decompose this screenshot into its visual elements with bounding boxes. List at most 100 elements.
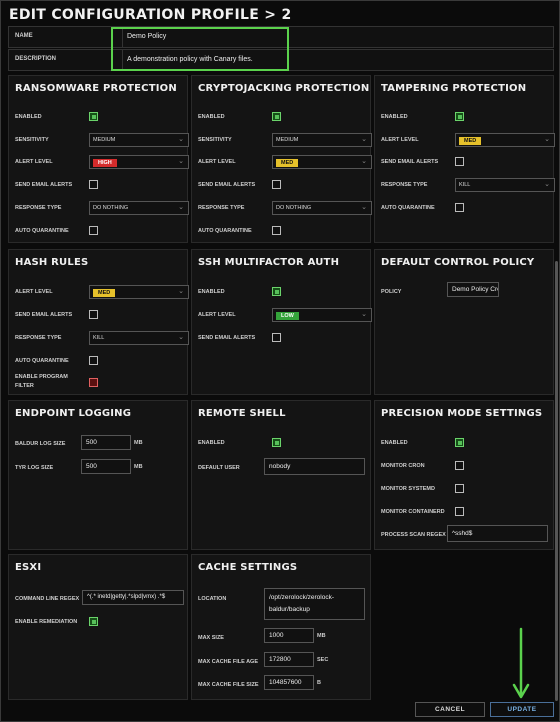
tampering-email-checkbox[interactable] [455,157,464,166]
ssh-email-checkbox[interactable] [272,333,281,342]
max-file-input[interactable]: 104857600 [264,675,314,690]
name-label: NAME [15,33,33,39]
alert-badge: MED [459,137,482,145]
monitor-systemd-label: MONITOR SYSTEMD [381,486,435,492]
hash-response-select[interactable]: KILL [89,331,189,345]
tampering-title: TAMPERING PROTECTION [381,83,527,94]
max-age-input[interactable]: 172800 [264,652,314,667]
remediation-checkbox[interactable] [89,617,98,626]
cancel-button[interactable]: CANCEL [415,702,485,717]
scrollbar[interactable] [555,261,558,701]
monitor-systemd-checkbox[interactable] [455,484,464,493]
remote-shell-enabled-checkbox[interactable] [272,438,281,447]
remediation-label: ENABLE REMEDIATION [15,619,78,625]
max-age-unit: SEC [317,657,329,663]
tampering-enabled-checkbox[interactable] [455,112,464,121]
baldur-log-size-input[interactable]: 500 [81,435,131,450]
cryptojacking-response-select[interactable]: DO NOTHING [272,201,372,215]
ransomware-enabled-checkbox[interactable] [89,112,98,121]
process-regex-input[interactable]: ^sshd$ [447,525,548,542]
cmd-regex-input[interactable]: ^(.* inetd|getty|.*slpd|vmx) .*$ [82,590,184,605]
cache-title: CACHE SETTINGS [198,562,298,573]
ssh-enabled-checkbox[interactable] [272,287,281,296]
max-file-unit: B [317,680,321,686]
cryptojacking-alert-label: ALERT LEVEL [198,159,236,165]
hash-filter-checkbox[interactable] [89,378,98,387]
highlight-box [111,27,289,71]
ransomware-sensitivity-select[interactable]: MEDIUM [89,133,189,147]
remote-shell-enabled-label: ENABLED [198,440,225,446]
hash-filter-label-1: ENABLE PROGRAM [15,374,68,380]
tampering-alert-select[interactable]: MED [455,133,555,147]
cryptojacking-quarantine-checkbox[interactable] [272,226,281,235]
arrow-annotation-icon [512,627,530,699]
endpoint-logging-panel: ENDPOINT LOGGING BALDUR LOG SIZE 500 MB … [8,400,188,550]
monitor-cron-label: MONITOR CRON [381,463,425,469]
cryptojacking-panel: CRYPTOJACKING PROTECTION ENABLED SENSITI… [191,75,372,243]
max-file-label: MAX CACHE FILE SIZE [198,682,259,688]
cache-panel: CACHE SETTINGS LOCATION /opt/zerolock/ze… [191,554,371,700]
cryptojacking-sensitivity-label: SENSITIVITY [198,137,232,143]
baldur-label: BALDUR LOG SIZE [15,441,66,447]
hash-alert-select[interactable]: MED [89,285,189,299]
tampering-quarantine-label: AUTO QUARANTINE [381,205,435,211]
tampering-email-label: SEND EMAIL ALERTS [381,159,439,165]
monitor-cron-checkbox[interactable] [455,461,464,470]
ransomware-response-label: RESPONSE TYPE [15,205,62,211]
tampering-alert-label: ALERT LEVEL [381,137,419,143]
location-line-1: /opt/zerolock/zerolock- [269,594,335,601]
description-field[interactable]: A demonstration policy with Canary files… [122,50,552,70]
monitor-containerd-checkbox[interactable] [455,507,464,516]
tampering-response-select[interactable]: KILL [455,178,555,192]
cryptojacking-enabled-checkbox[interactable] [272,112,281,121]
esxi-panel: ESXI COMMAND LINE REGEX ^(.* inetd|getty… [8,554,188,700]
ssh-panel: SSH MULTIFACTOR AUTH ENABLED ALERT LEVEL… [191,249,372,395]
cryptojacking-quarantine-label: AUTO QUARANTINE [198,228,252,234]
ransomware-alert-select[interactable]: HIGH [89,155,189,169]
hash-quarantine-label: AUTO QUARANTINE [15,358,69,364]
ransomware-response-select[interactable]: DO NOTHING [89,201,189,215]
ssh-alert-select[interactable]: LOW [272,308,372,322]
ransomware-quarantine-checkbox[interactable] [89,226,98,235]
policy-field[interactable]: Demo Policy Creat [447,282,499,297]
hash-title: HASH RULES [15,257,89,268]
esxi-title: ESXI [15,562,42,573]
cryptojacking-enabled-label: ENABLED [198,114,225,120]
ransomware-email-checkbox[interactable] [89,180,98,189]
cryptojacking-title: CRYPTOJACKING PROTECTION [198,83,370,94]
remote-shell-title: REMOTE SHELL [198,408,286,419]
ransomware-quarantine-label: AUTO QUARANTINE [15,228,69,234]
name-field[interactable]: Demo Policy [122,27,552,47]
tyr-label: TYR LOG SIZE [15,465,54,471]
cryptojacking-alert-select[interactable]: MED [272,155,372,169]
tyr-log-size-input[interactable]: 500 [81,459,131,474]
cryptojacking-email-checkbox[interactable] [272,180,281,189]
name-row: NAME Demo Policy [8,26,554,48]
process-regex-label: PROCESS SCAN REGEX [381,532,446,538]
hash-email-checkbox[interactable] [89,310,98,319]
default-user-input[interactable]: nobody [264,458,365,475]
max-age-label: MAX CACHE FILE AGE [198,659,258,665]
precision-enabled-checkbox[interactable] [455,438,464,447]
tampering-quarantine-checkbox[interactable] [455,203,464,212]
hash-response-label: RESPONSE TYPE [15,335,62,341]
ransomware-email-label: SEND EMAIL ALERTS [15,182,73,188]
cryptojacking-email-label: SEND EMAIL ALERTS [198,182,256,188]
endpoint-title: ENDPOINT LOGGING [15,408,132,419]
update-button[interactable]: UPDATE [490,702,554,717]
tampering-enabled-label: ENABLED [381,114,408,120]
max-size-label: MAX SIZE [198,635,224,641]
alert-badge: LOW [276,312,299,320]
ssh-alert-label: ALERT LEVEL [198,312,236,318]
precision-title: PRECISION MODE SETTINGS [381,408,543,419]
hash-quarantine-checkbox[interactable] [89,356,98,365]
location-label: LOCATION [198,596,227,602]
max-size-unit: MB [317,633,326,639]
cryptojacking-sensitivity-select[interactable]: MEDIUM [272,133,372,147]
precision-mode-panel: PRECISION MODE SETTINGS ENABLED MONITOR … [374,400,554,550]
hash-rules-panel: HASH RULES ALERT LEVEL MED SEND EMAIL ALE… [8,249,189,395]
ssh-email-label: SEND EMAIL ALERTS [198,335,256,341]
max-size-input[interactable]: 1000 [264,628,314,643]
location-input[interactable]: /opt/zerolock/zerolock- baldur/backup [264,588,365,620]
